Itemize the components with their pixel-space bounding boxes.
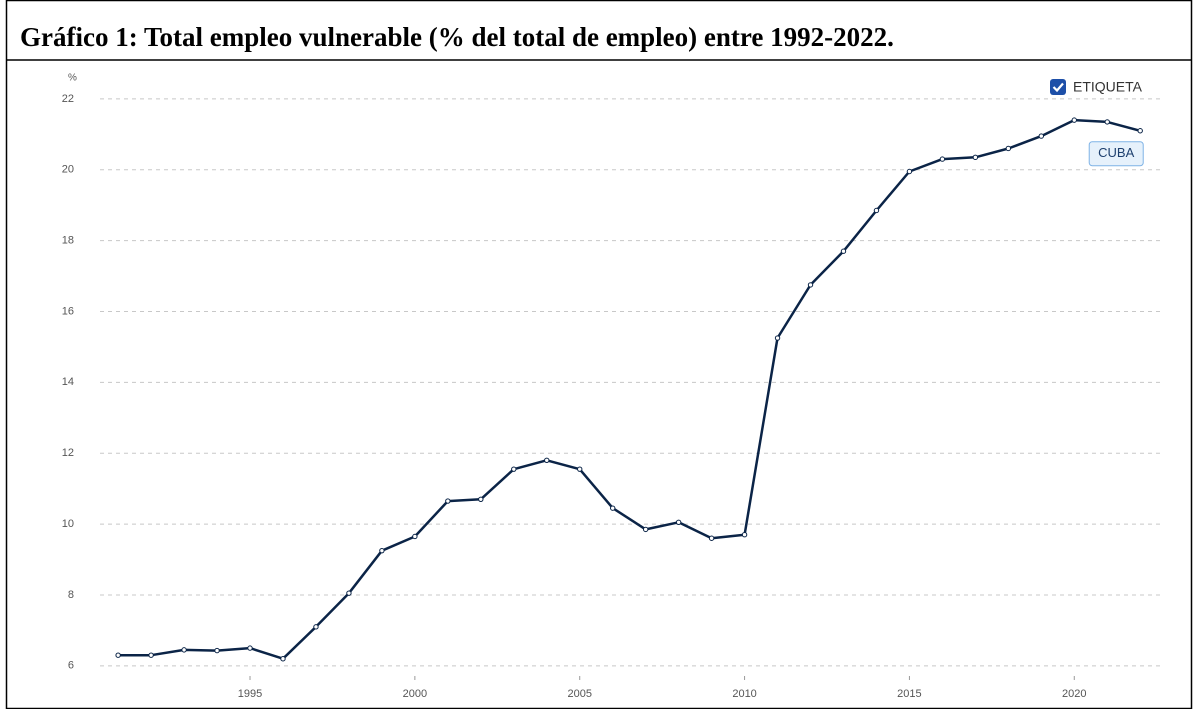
- point: [148, 652, 154, 658]
- point: [544, 457, 550, 464]
- line: [118, 118, 1141, 660]
- x-tick-label: 2000: [403, 688, 427, 700]
- x-tick-label: 2010: [732, 688, 756, 700]
- point: [1137, 128, 1143, 134]
- point: [478, 496, 484, 502]
- point: [1005, 145, 1012, 152]
- point: [115, 652, 121, 658]
- point: [807, 282, 814, 288]
- x-tick-label: 2020: [1062, 688, 1086, 700]
- legend-checkbox[interactable]: [1050, 79, 1066, 95]
- y-tick-label: 16: [62, 305, 74, 317]
- y-tick-label: 18: [62, 235, 74, 247]
- point: [906, 168, 913, 175]
- y-tick-label: 14: [62, 376, 74, 388]
- point: [1071, 117, 1077, 123]
- point: [313, 624, 319, 630]
- y-tick-label: 12: [62, 447, 74, 459]
- checkmark: [1052, 82, 1064, 93]
- point: [675, 519, 682, 526]
- frame: [5, 0, 1193, 709]
- y-tick-label: 8: [68, 589, 74, 601]
- point: [609, 505, 616, 511]
- point: [642, 526, 649, 533]
- point: [1104, 119, 1110, 125]
- point: [280, 656, 286, 662]
- point: [181, 647, 187, 653]
- legend-label[interactable]: ETIQUETA: [1073, 79, 1143, 95]
- point: [577, 466, 583, 472]
- point: [873, 207, 880, 214]
- point: [1038, 133, 1045, 139]
- y-tick-label: 22: [62, 93, 74, 105]
- series-label: CUBA: [1098, 145, 1134, 160]
- point: [972, 154, 979, 161]
- point: [708, 535, 715, 541]
- point: [346, 590, 352, 596]
- y-tick-label: 20: [62, 164, 74, 176]
- point: [741, 532, 748, 538]
- point: [939, 156, 946, 162]
- point: [214, 647, 220, 654]
- y-axis-label: %: [68, 73, 77, 84]
- point: [840, 248, 847, 254]
- chart-title: Gráfico 1: Total empleo vulnerable (% de…: [20, 22, 894, 52]
- x-tick-label: 2015: [897, 688, 921, 700]
- y-tick-label: 10: [62, 518, 74, 530]
- point: [379, 547, 385, 554]
- point: [511, 466, 517, 472]
- series-label-box: [1088, 141, 1144, 167]
- point: [445, 498, 451, 504]
- y-tick-label: 6: [68, 660, 74, 672]
- point: [774, 335, 781, 341]
- point: [412, 533, 418, 540]
- x-tick-label: 1995: [238, 688, 262, 700]
- point: [247, 645, 253, 651]
- x-tick-label: 2005: [567, 688, 591, 700]
